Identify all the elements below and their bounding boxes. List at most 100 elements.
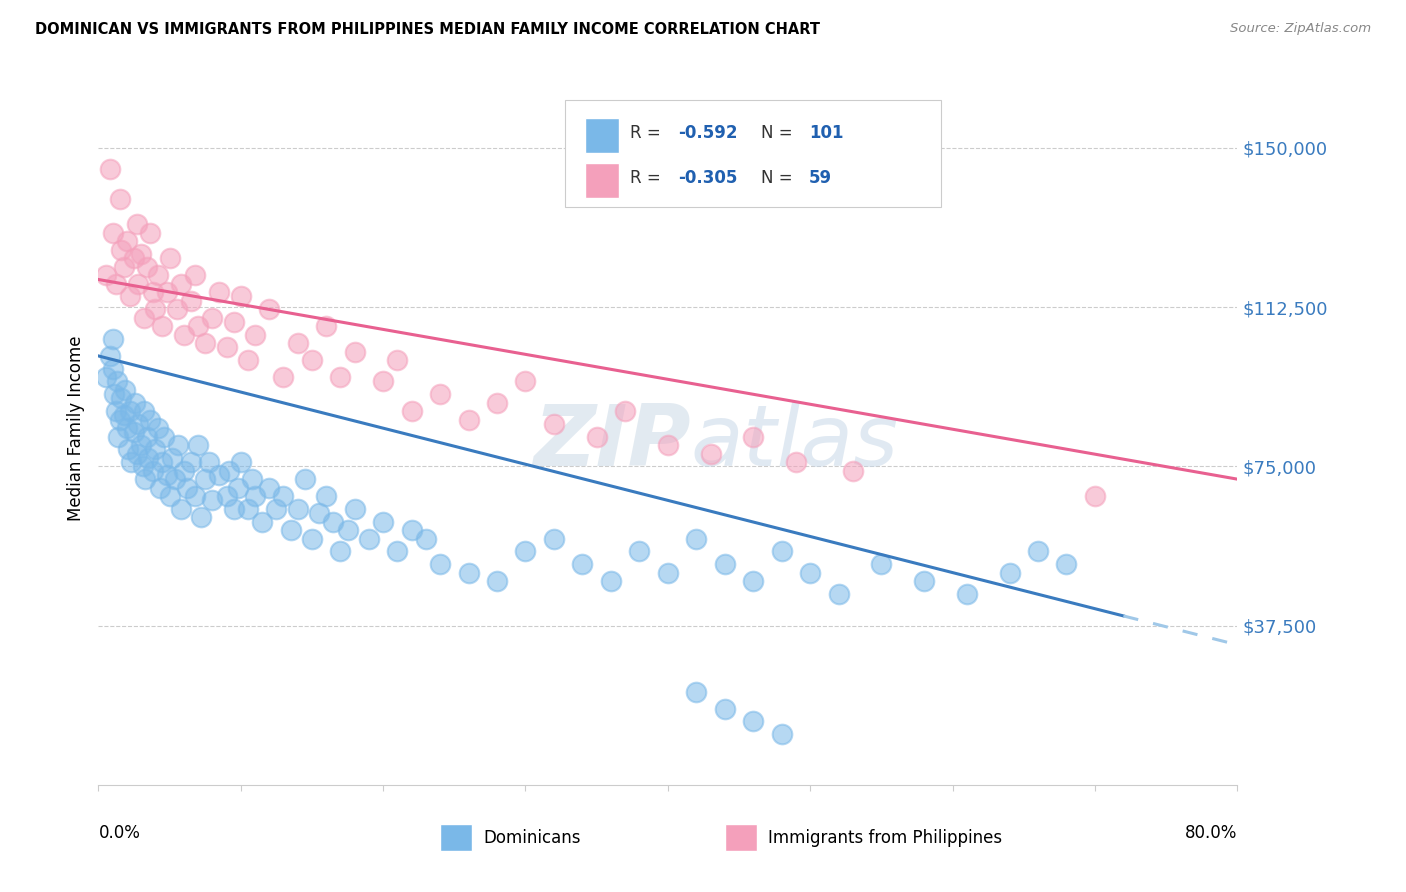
Point bbox=[108, 412, 131, 426]
Point bbox=[103, 387, 125, 401]
Point bbox=[287, 336, 309, 351]
Point bbox=[136, 450, 159, 465]
Point bbox=[387, 544, 409, 558]
Point bbox=[135, 430, 157, 444]
Point bbox=[714, 701, 737, 715]
Point bbox=[685, 532, 707, 546]
Point bbox=[912, 574, 935, 588]
Text: 59: 59 bbox=[808, 169, 832, 187]
Point bbox=[401, 523, 423, 537]
Text: 0.0%: 0.0% bbox=[98, 824, 141, 842]
Bar bbox=[585, 162, 619, 198]
Point bbox=[98, 162, 121, 177]
Point bbox=[571, 557, 593, 571]
Point bbox=[167, 438, 190, 452]
Point bbox=[870, 557, 893, 571]
Point bbox=[229, 455, 252, 469]
Point bbox=[215, 341, 238, 355]
Point bbox=[125, 217, 148, 231]
Point bbox=[194, 336, 217, 351]
Point bbox=[94, 268, 117, 283]
Point bbox=[240, 472, 263, 486]
Point bbox=[226, 481, 249, 495]
Point bbox=[373, 375, 395, 389]
Point bbox=[308, 506, 330, 520]
Point bbox=[148, 268, 170, 283]
Point bbox=[166, 302, 188, 317]
Point bbox=[184, 268, 207, 283]
Point bbox=[628, 544, 651, 558]
Point bbox=[799, 566, 821, 580]
Point bbox=[1056, 557, 1078, 571]
Text: Immigrants from Philippines: Immigrants from Philippines bbox=[768, 829, 1002, 847]
Point bbox=[457, 566, 479, 580]
Point bbox=[329, 544, 352, 558]
Point bbox=[287, 501, 309, 516]
Point bbox=[259, 302, 281, 317]
Point bbox=[187, 319, 209, 334]
Point bbox=[145, 442, 167, 457]
Point bbox=[134, 472, 156, 486]
Point bbox=[714, 557, 737, 571]
Point bbox=[180, 455, 202, 469]
Point bbox=[657, 566, 679, 580]
Point bbox=[273, 370, 295, 384]
Point bbox=[201, 493, 224, 508]
Point bbox=[176, 481, 198, 495]
Point bbox=[184, 489, 207, 503]
Bar bbox=[725, 824, 756, 851]
Point bbox=[159, 252, 181, 266]
Y-axis label: Median Family Income: Median Family Income bbox=[66, 335, 84, 521]
Text: -0.305: -0.305 bbox=[678, 169, 738, 187]
Point bbox=[201, 310, 224, 325]
Point bbox=[280, 523, 302, 537]
Text: atlas: atlas bbox=[690, 401, 898, 484]
Point bbox=[343, 501, 366, 516]
Point bbox=[218, 464, 240, 478]
Text: N =: N = bbox=[761, 169, 799, 187]
Point bbox=[770, 727, 793, 741]
Point bbox=[122, 425, 145, 440]
Point bbox=[152, 455, 174, 469]
Point bbox=[170, 501, 193, 516]
Point bbox=[273, 489, 295, 503]
Point bbox=[120, 455, 142, 469]
Point bbox=[173, 327, 195, 342]
Point bbox=[1084, 489, 1107, 503]
Point bbox=[153, 430, 176, 444]
Point bbox=[685, 684, 707, 698]
Text: ZIP: ZIP bbox=[533, 401, 690, 484]
Point bbox=[842, 464, 865, 478]
Point bbox=[785, 455, 807, 469]
Point bbox=[294, 472, 316, 486]
Point bbox=[486, 574, 509, 588]
Point bbox=[114, 383, 136, 397]
Point bbox=[115, 421, 138, 435]
Point bbox=[322, 515, 344, 529]
Point bbox=[315, 319, 337, 334]
Point bbox=[243, 327, 266, 342]
Point bbox=[107, 430, 129, 444]
Text: 101: 101 bbox=[808, 125, 844, 143]
Point bbox=[98, 349, 121, 363]
Point bbox=[742, 430, 765, 444]
Point bbox=[129, 438, 152, 452]
Point bbox=[105, 375, 128, 389]
Point bbox=[141, 285, 163, 300]
Point bbox=[149, 481, 172, 495]
Point bbox=[208, 467, 231, 482]
Point bbox=[101, 332, 124, 346]
Point bbox=[138, 412, 160, 426]
Point bbox=[301, 532, 323, 546]
Point bbox=[156, 467, 179, 482]
Point bbox=[486, 395, 509, 409]
Point bbox=[180, 293, 202, 308]
Point bbox=[429, 387, 451, 401]
Point bbox=[141, 464, 163, 478]
Point bbox=[129, 247, 152, 261]
Point bbox=[112, 409, 135, 423]
Point bbox=[162, 450, 184, 465]
Point bbox=[110, 243, 132, 257]
Point bbox=[104, 404, 127, 418]
Point bbox=[145, 302, 167, 317]
